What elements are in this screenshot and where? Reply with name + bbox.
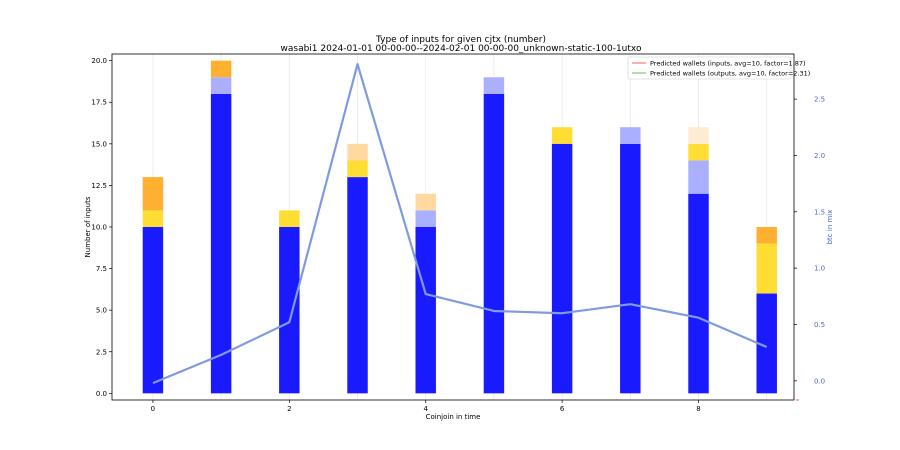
legend-label-outputs: Predicted wallets (outputs, avg=10, fact… — [650, 70, 810, 78]
x-axis-ticks: 0 2 4 6 8 — [151, 400, 701, 413]
bar-segment — [279, 227, 300, 394]
y-tick-label: 7.5 — [96, 265, 107, 273]
bar-segment — [756, 243, 777, 294]
y-tick-label: 17.5 — [91, 99, 107, 107]
stacked-bars — [142, 60, 777, 394]
bar-segment — [415, 227, 436, 394]
bar-segment — [483, 93, 505, 394]
y-right-tick-label: 2.5 — [814, 96, 825, 104]
y-tick-label: 0.0 — [96, 390, 107, 398]
chart-subtitle: wasabi1 2024-01-01 00-00-00--2024-02-01 … — [281, 44, 642, 54]
y-tick-label: 10.0 — [91, 224, 107, 232]
bar-segment — [142, 210, 164, 227]
y-tick-label: 15.0 — [91, 140, 107, 148]
bar-segment — [756, 293, 777, 394]
x-tick-label: 2 — [287, 405, 291, 413]
y-axis-label: Number of inputs — [84, 196, 92, 257]
bar-segment — [142, 227, 164, 394]
x-tick-label: 8 — [696, 405, 700, 413]
legend-box — [627, 56, 792, 80]
bar-segment — [688, 127, 709, 144]
legend: Predicted wallets (inputs, avg=10, facto… — [627, 56, 810, 80]
y-axis-ticks: 0.0 2.5 5.0 7.5 10.0 12.5 15.0 17.5 20.0 — [91, 57, 112, 398]
y-tick-label: 12.5 — [91, 182, 107, 190]
bar-segment — [347, 143, 368, 161]
bar-segment — [620, 127, 641, 144]
chart-title: Type of inputs for given cjtx (number) — [375, 35, 546, 45]
bar-segment — [347, 160, 368, 178]
bar-segment — [210, 77, 232, 94]
bar-segment — [620, 143, 641, 394]
legend-label-inputs: Predicted wallets (inputs, avg=10, facto… — [650, 60, 806, 68]
bar-segment — [688, 143, 709, 161]
y-tick-label: 2.5 — [96, 348, 107, 356]
y-right-tick-label: 0.0 — [814, 377, 825, 385]
bar-segment — [279, 210, 300, 227]
y-axis-right-label: btc in mix — [826, 210, 834, 245]
y-right-tick-label: 1.5 — [814, 208, 825, 216]
y-right-tick-label: 0.5 — [814, 321, 825, 329]
bar-segment — [210, 93, 232, 394]
x-tick-label: 0 — [151, 405, 155, 413]
y-right-tick-label: 1.0 — [814, 265, 825, 273]
bar-segment — [756, 227, 777, 244]
y-axis-right-ticks: 0.0 0.5 1.0 1.5 2.0 2.5 — [794, 96, 825, 385]
btc-line — [152, 63, 768, 385]
bar-segment — [415, 193, 436, 211]
bar-segment — [483, 77, 505, 94]
bar-segment — [551, 127, 573, 144]
bar-segment — [210, 60, 232, 78]
x-tick-label: 4 — [423, 405, 428, 413]
x-tick-label: 6 — [560, 405, 565, 413]
bar-segment — [688, 193, 709, 394]
bar-segment — [415, 210, 436, 227]
bar-segment — [551, 143, 573, 394]
bar-segment — [142, 177, 164, 211]
x-gridlines — [152, 54, 768, 400]
btc-line-series — [152, 63, 768, 385]
x-axis-label: Coinjoin in time — [426, 413, 481, 421]
bar-segment — [688, 160, 709, 194]
y-tick-label: 20.0 — [91, 57, 107, 65]
bar-segment — [347, 177, 368, 394]
y-tick-label: 5.0 — [96, 307, 107, 315]
y-right-tick-label: 2.0 — [814, 152, 825, 160]
